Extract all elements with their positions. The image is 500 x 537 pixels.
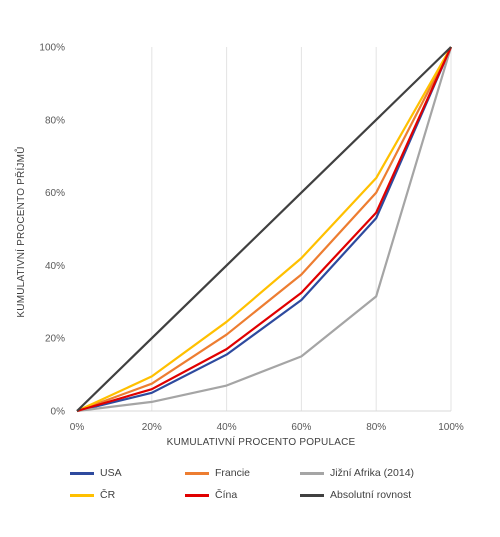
- y-tick-label: 80%: [45, 115, 65, 126]
- series-line-2: [76, 46, 453, 413]
- y-tick-labels: 0% 20% 40% 60% 80% 100%: [39, 43, 65, 418]
- x-tick-labels: 0% 20% 40% 60% 80% 100%: [70, 422, 464, 433]
- legend-item: Francie: [185, 467, 298, 479]
- legend-swatch: [185, 493, 209, 497]
- series-line-5: [76, 46, 452, 412]
- x-tick-label: 40%: [217, 422, 237, 433]
- y-tick-label: 0%: [51, 407, 66, 418]
- y-axis-title: KUMULATIVNÍ PROCENTO PŘÍJMŮ: [14, 146, 27, 317]
- legend-label: Absolutní rovnost: [330, 489, 412, 501]
- legend-label: USA: [100, 467, 122, 479]
- y-tick-label: 40%: [45, 261, 65, 272]
- series-line-1: [76, 46, 452, 413]
- series-line-3: [76, 46, 452, 412]
- legend: USA Francie Jižní Afrika (2014) ČR Čína Absol…: [70, 462, 480, 506]
- legend-swatch: [70, 471, 94, 475]
- legend-label: Jižní Afrika (2014): [330, 467, 415, 479]
- legend-swatch: [300, 471, 324, 475]
- series-line-4: [76, 46, 453, 413]
- lorenz-chart: 0% 20% 40% 60% 80% 100% 0% 20% 40% 60% 80% 100% KU…: [14, 43, 464, 449]
- legend-item: Jižní Afrika (2014): [300, 467, 460, 479]
- legend-label: ČR: [100, 489, 116, 501]
- legend-swatch: [70, 493, 94, 497]
- x-tick-label: 60%: [291, 422, 311, 433]
- series-line-0: [76, 46, 453, 413]
- legend-swatch: [185, 471, 209, 475]
- legend-item: Čína: [185, 489, 298, 501]
- series-lines: [76, 46, 453, 413]
- legend-item: Absolutní rovnost: [300, 489, 460, 501]
- y-tick-label: 60%: [45, 188, 65, 199]
- x-tick-label: 20%: [142, 422, 162, 433]
- x-tick-label: 100%: [438, 422, 464, 433]
- legend-label: Čína: [215, 489, 238, 501]
- legend-swatch: [300, 493, 324, 497]
- x-tick-label: 0%: [70, 422, 85, 433]
- legend-item: ČR: [70, 489, 183, 501]
- y-tick-label: 20%: [45, 334, 65, 345]
- x-axis-title: KUMULATIVNÍ PROCENTO POPULACE: [167, 435, 356, 448]
- x-tick-label: 80%: [366, 422, 386, 433]
- legend-item: USA: [70, 467, 183, 479]
- y-tick-label: 100%: [39, 43, 65, 54]
- legend-label: Francie: [215, 467, 251, 479]
